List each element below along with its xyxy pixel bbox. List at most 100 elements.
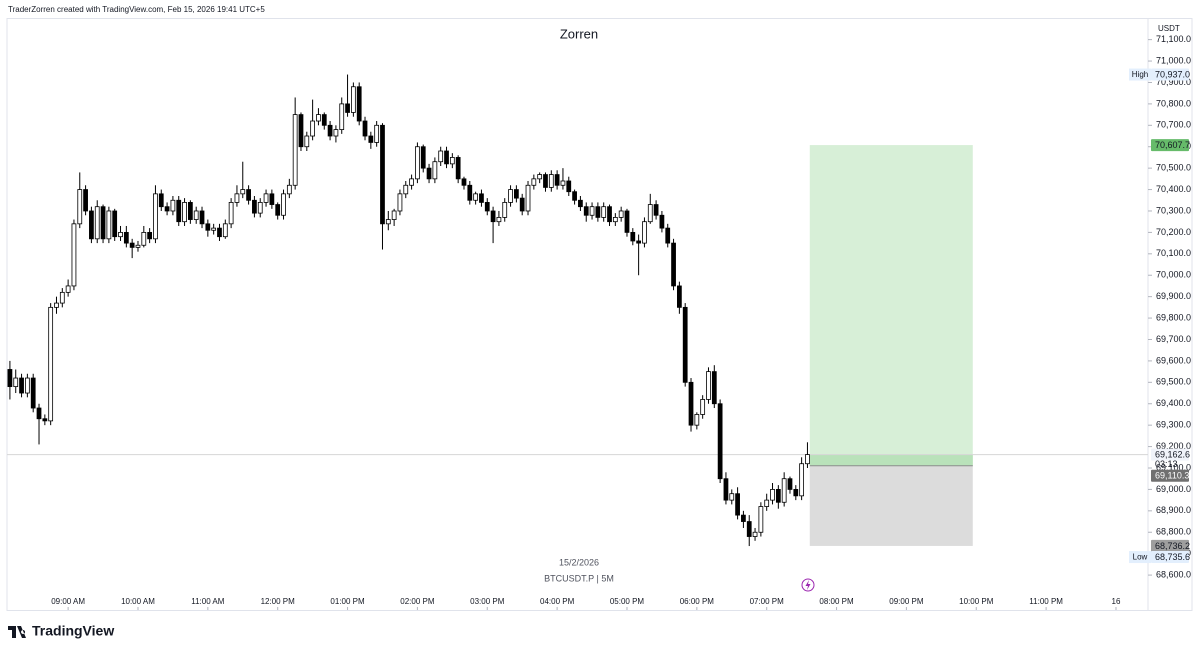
candle-body bbox=[252, 199, 257, 214]
y-tick-label: 69,800.0 bbox=[1156, 312, 1191, 322]
candle-body bbox=[752, 531, 758, 537]
candle-body bbox=[467, 184, 473, 201]
candle-body bbox=[671, 242, 676, 287]
candle-body bbox=[787, 478, 793, 490]
low_marker-value-bg bbox=[1151, 551, 1189, 564]
x-tick-label: 11:00 PM bbox=[1029, 597, 1063, 606]
candle-body bbox=[48, 306, 54, 422]
candle-body bbox=[246, 189, 251, 201]
candle-body bbox=[735, 493, 740, 516]
candle-body bbox=[444, 150, 449, 165]
candle-body bbox=[513, 189, 519, 199]
candle-body bbox=[665, 227, 671, 244]
candle-body bbox=[554, 174, 560, 186]
candle-body bbox=[455, 157, 461, 180]
candle-body bbox=[100, 206, 106, 240]
candle-body bbox=[59, 291, 65, 304]
x-tick-label: 12:00 PM bbox=[261, 597, 296, 606]
candle-body bbox=[83, 189, 88, 212]
date-label: 15/2/2026 bbox=[559, 557, 599, 567]
candle-body bbox=[758, 506, 764, 533]
candle-body bbox=[572, 191, 577, 201]
candle-body bbox=[543, 174, 548, 188]
candle-body bbox=[217, 227, 222, 238]
candle-body bbox=[717, 403, 723, 480]
candle-body bbox=[65, 285, 71, 293]
candle-body bbox=[479, 193, 484, 203]
y-tick-label: 69,700.0 bbox=[1156, 334, 1191, 344]
candle-body bbox=[583, 206, 589, 216]
alert-icon[interactable] bbox=[801, 578, 815, 592]
candle-body bbox=[153, 193, 158, 240]
entry-label-bg bbox=[1151, 469, 1189, 482]
candle-body bbox=[147, 231, 153, 240]
y-tick-label: 69,100.0 bbox=[1156, 462, 1191, 472]
x-tick-label: 06:00 PM bbox=[680, 597, 715, 606]
candle-body bbox=[473, 193, 479, 201]
y-tick-label: 70,300.0 bbox=[1156, 205, 1191, 215]
candle-body bbox=[7, 369, 13, 388]
candle-body bbox=[688, 381, 694, 426]
candle-body bbox=[793, 489, 799, 497]
candle-body bbox=[531, 178, 537, 186]
y-tick-label: 68,900.0 bbox=[1156, 505, 1191, 515]
candle-body bbox=[595, 206, 601, 218]
candle-body bbox=[350, 86, 356, 113]
candle-body bbox=[176, 199, 182, 223]
candle-body bbox=[205, 223, 211, 231]
candle-body bbox=[333, 129, 339, 137]
candle-body bbox=[781, 478, 787, 503]
y-tick-label: 69,200.0 bbox=[1156, 441, 1191, 451]
high_marker-name-bg bbox=[1129, 68, 1151, 81]
low_marker-name: Low bbox=[1133, 553, 1148, 562]
candle-body bbox=[449, 157, 455, 165]
candle-body bbox=[368, 135, 374, 143]
candle-body bbox=[374, 124, 380, 143]
candle-body bbox=[112, 210, 118, 238]
candle-body bbox=[187, 202, 193, 220]
candle-body bbox=[461, 178, 467, 186]
x-tick-label: 10:00 AM bbox=[121, 597, 155, 606]
candle-body bbox=[281, 193, 286, 216]
candle-body bbox=[30, 377, 36, 409]
chart-title: Zorren bbox=[560, 26, 598, 41]
stop-label: 68,736.2 bbox=[1155, 541, 1190, 551]
candle-body bbox=[659, 214, 665, 229]
candle-body bbox=[24, 377, 30, 394]
candle-body bbox=[269, 193, 275, 205]
candle-body bbox=[723, 478, 729, 501]
countdown: 03:13 bbox=[1155, 459, 1178, 469]
x-tick-label: 01:00 PM bbox=[330, 597, 365, 606]
candle-body bbox=[36, 407, 42, 420]
candle-body bbox=[496, 217, 502, 223]
candle-body bbox=[484, 202, 490, 212]
candle-body bbox=[316, 114, 321, 122]
candle-body bbox=[682, 306, 688, 383]
candle-body bbox=[432, 161, 438, 180]
candle-body bbox=[601, 206, 607, 218]
candle-body bbox=[286, 184, 292, 195]
high_marker-name: High bbox=[1132, 70, 1148, 79]
symbol-label: BTCUSDT.P | 5M bbox=[544, 573, 614, 583]
x-tick-label: 05:00 PM bbox=[610, 597, 645, 606]
y-tick-label: 70,100.0 bbox=[1156, 248, 1191, 258]
y-tick-label: 70,800.0 bbox=[1156, 98, 1191, 108]
candle-body bbox=[135, 244, 141, 248]
candle-body bbox=[805, 454, 810, 465]
candle-body bbox=[775, 489, 781, 503]
candle-body bbox=[263, 193, 269, 203]
candle-body bbox=[630, 231, 636, 242]
last-price-label-bg bbox=[1151, 448, 1189, 461]
candle-body bbox=[275, 204, 281, 216]
candle-body bbox=[624, 210, 630, 233]
y-tick-label: 69,400.0 bbox=[1156, 398, 1191, 408]
candle-body bbox=[106, 210, 112, 240]
candle-body bbox=[298, 114, 304, 148]
y-tick-label: 70,000.0 bbox=[1156, 270, 1191, 280]
candle-body bbox=[548, 174, 554, 188]
y-tick-label: 70,700.0 bbox=[1156, 120, 1191, 130]
currency: USDT bbox=[1158, 24, 1180, 33]
candle-body bbox=[560, 180, 566, 186]
candle-body bbox=[89, 210, 94, 240]
